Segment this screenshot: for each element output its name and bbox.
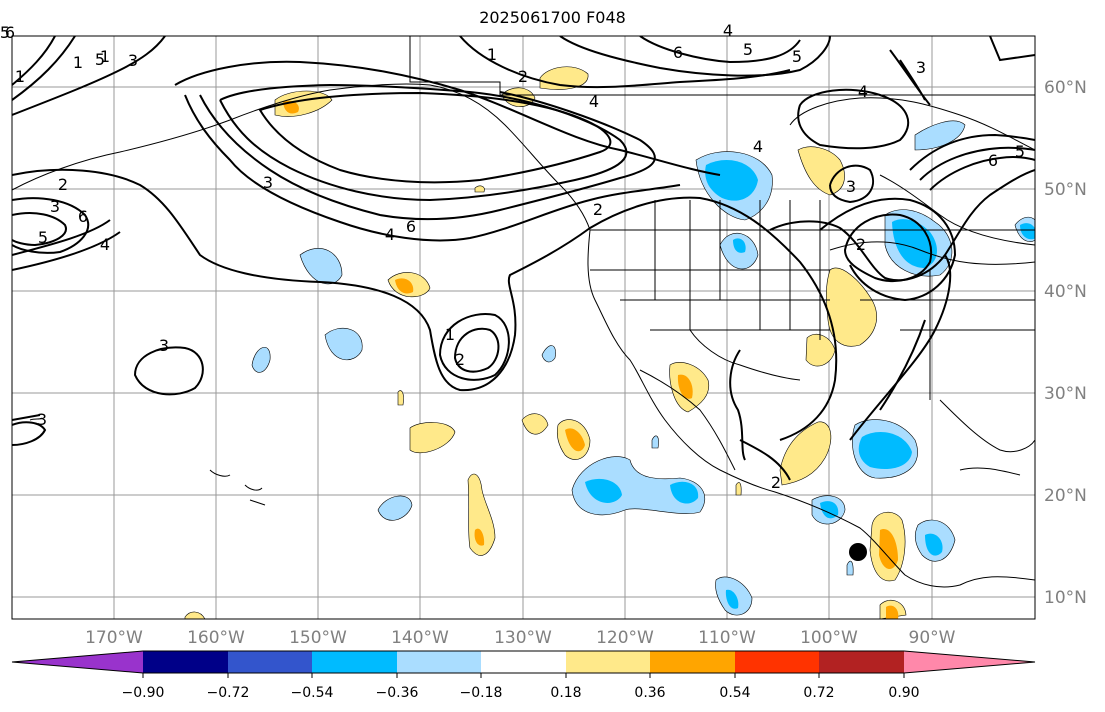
contour-label: 4 xyxy=(753,137,763,156)
contour-label: 3 xyxy=(846,177,856,196)
contour-label: 3 xyxy=(50,197,60,216)
contour-label: 1 xyxy=(445,325,455,344)
latitude-labels: 60°N 50°N 40°N 30°N 20°N 10°N xyxy=(1044,78,1087,608)
colorbar-tick-label: −0.90 xyxy=(122,685,165,701)
contour-label: 5 xyxy=(38,228,48,247)
contour-label: 1 xyxy=(100,47,110,66)
lon-label: 130°W xyxy=(494,628,552,648)
lon-label: 100°W xyxy=(800,628,858,648)
colorbar-segment xyxy=(312,651,397,673)
contour-label: 4 xyxy=(858,82,868,101)
colorbar-segment xyxy=(650,651,735,673)
contour-label: 2 xyxy=(58,175,68,194)
lat-label: 20°N xyxy=(1044,486,1087,506)
lon-label: 120°W xyxy=(596,628,654,648)
colorbar-segment xyxy=(481,651,566,673)
colorbar-segment xyxy=(904,651,1035,673)
map-border xyxy=(11,35,1036,620)
coastlines xyxy=(12,36,1035,588)
contour-label: 1 xyxy=(15,67,25,86)
contour-label: 3 xyxy=(128,51,138,70)
contour-label: 2 xyxy=(856,235,866,254)
contour-lines xyxy=(12,36,1035,481)
lon-label: 160°W xyxy=(187,628,245,648)
contour-label: 3 xyxy=(916,58,926,77)
colorbar-tick-label: 0.90 xyxy=(888,685,919,701)
lat-label: 30°N xyxy=(1044,384,1087,404)
contour-label: 1 xyxy=(487,45,497,64)
colorbar xyxy=(11,650,1036,678)
colorbar-tick-label: −0.36 xyxy=(376,685,419,701)
colorbar-tick-label: 0.36 xyxy=(634,685,665,701)
colorbar-tick-label: −0.72 xyxy=(207,685,250,701)
positive-anomaly-medium xyxy=(283,100,899,619)
map-title: 2025061700 F048 xyxy=(479,8,626,27)
contour-label: 4 xyxy=(589,92,599,111)
location-marker xyxy=(849,543,867,561)
lon-label: 110°W xyxy=(698,628,756,648)
contour-label: 4 xyxy=(385,225,395,244)
colorbar-segment xyxy=(228,651,312,673)
contour-label: 2 xyxy=(455,350,465,369)
colorbar-segment xyxy=(397,651,481,673)
lon-label: 140°W xyxy=(391,628,449,648)
colorbar-tick-labels: −0.90 −0.72 −0.54 −0.36 −0.18 0.18 0.36 … xyxy=(122,685,920,701)
contour-label: 6 xyxy=(406,217,416,236)
colorbar-tick-label: −0.54 xyxy=(291,685,334,701)
contour-label: 6 xyxy=(5,23,15,42)
lat-label: 50°N xyxy=(1044,180,1087,200)
lon-label: 150°W xyxy=(289,628,347,648)
contour-label: 3 xyxy=(159,336,169,355)
positive-anomaly-light xyxy=(184,66,907,619)
contour-label: 3 xyxy=(263,173,273,192)
contour-label: 6 xyxy=(988,151,998,170)
colorbar-tick-label: 0.18 xyxy=(550,685,581,701)
colorbar-segment xyxy=(12,651,143,673)
lon-label: 170°W xyxy=(85,628,143,648)
colorbar-tick-label: 0.54 xyxy=(719,685,750,701)
contour-label: 4 xyxy=(100,235,110,254)
colorbar-tick-label: 0.72 xyxy=(803,685,834,701)
colorbar-segment xyxy=(566,651,650,673)
contour-label: 5 xyxy=(95,50,105,69)
colorbar-segment xyxy=(819,651,904,673)
contour-label: 5 xyxy=(792,47,802,66)
contour-label: 3 xyxy=(37,410,47,429)
lat-label: 60°N xyxy=(1044,78,1087,98)
contour-label: 2 xyxy=(518,67,528,86)
colorbar-segment xyxy=(735,651,819,673)
contour-label: 5 xyxy=(743,40,753,59)
contour-label: 6 xyxy=(78,207,88,226)
contour-label: 2 xyxy=(771,473,781,492)
lat-label: 10°N xyxy=(1044,588,1087,608)
colorbar-segment xyxy=(143,651,228,673)
lon-label: 90°W xyxy=(909,628,956,648)
longitude-labels: 170°W 160°W 150°W 140°W 130°W 120°W 110°… xyxy=(85,628,956,648)
colorbar-tick-label: −0.18 xyxy=(460,685,503,701)
contour-label: 5 xyxy=(0,23,10,42)
lat-label: 40°N xyxy=(1044,282,1087,302)
contour-label: 5 xyxy=(1015,142,1025,161)
contour-label: 1 xyxy=(73,53,83,72)
contour-label: 4 xyxy=(723,21,733,40)
contour-label: 6 xyxy=(673,43,683,62)
contour-label: 2 xyxy=(593,200,603,219)
